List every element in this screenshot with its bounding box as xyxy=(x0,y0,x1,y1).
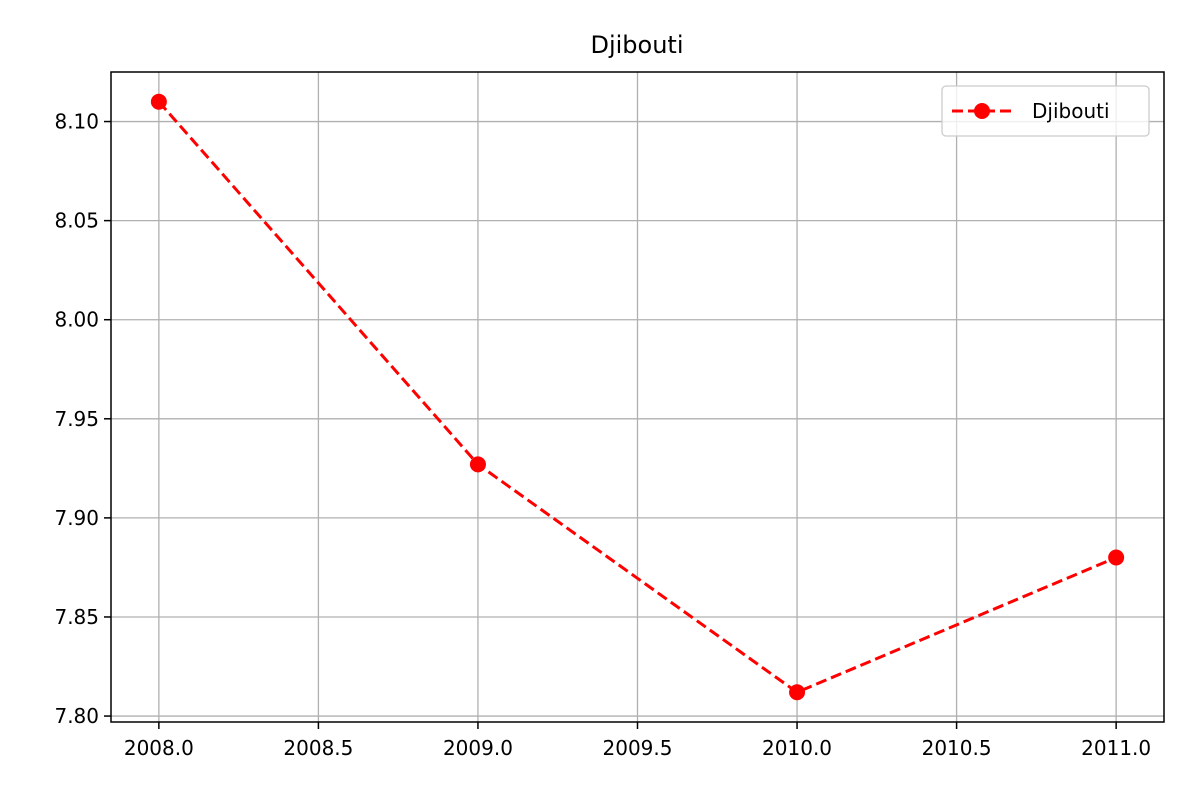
x-tick-label: 2010.5 xyxy=(922,736,992,760)
x-tick-label: 2008.5 xyxy=(283,736,353,760)
data-point xyxy=(789,684,806,701)
x-tick-label: 2011.0 xyxy=(1081,736,1151,760)
data-point xyxy=(1108,549,1125,566)
data-point xyxy=(150,93,167,110)
x-tick-label: 2010.0 xyxy=(762,736,832,760)
y-tick-label: 7.95 xyxy=(54,407,99,431)
legend: Djibouti xyxy=(941,85,1150,137)
y-tick-label: 8.00 xyxy=(54,308,99,332)
data-point xyxy=(469,456,486,473)
legend-box xyxy=(941,85,1150,137)
legend-label: Djibouti xyxy=(1032,99,1110,123)
y-tick-label: 7.85 xyxy=(54,605,99,629)
series-line xyxy=(157,100,1117,694)
y-tick-label: 7.80 xyxy=(54,704,99,728)
legend-marker xyxy=(974,103,990,119)
grid xyxy=(111,72,1164,722)
x-tick-label: 2009.0 xyxy=(443,736,513,760)
x-tick-label: 2009.5 xyxy=(603,736,673,760)
chart-title: Djibouti xyxy=(590,31,683,59)
y-tick-label: 7.90 xyxy=(54,506,99,530)
y-tick-label: 8.05 xyxy=(54,209,99,233)
axis-ticks: 2008.0 2008.5 2009.0 2009.5 2010.0 2010.5 2011… xyxy=(54,110,1151,760)
y-tick-label: 8.10 xyxy=(54,110,99,134)
plot-area xyxy=(150,93,1125,701)
x-tick-label: 2008.0 xyxy=(124,736,194,760)
